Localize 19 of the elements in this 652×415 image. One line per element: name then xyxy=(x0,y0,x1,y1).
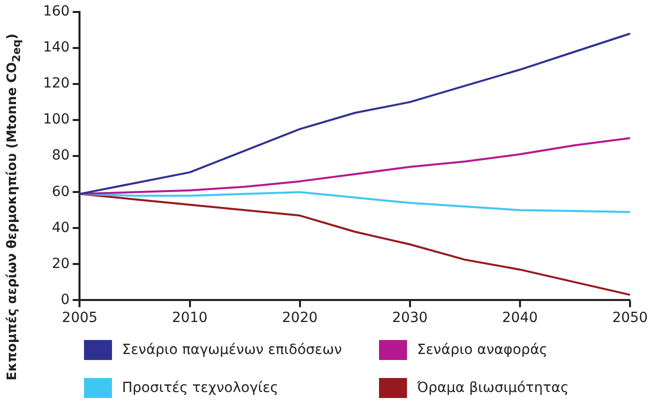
x-tick-label: 2010 xyxy=(172,310,208,326)
x-tick-label: 2050 xyxy=(612,310,648,326)
y-tick-label: 40 xyxy=(52,220,70,236)
y-tick-label: 120 xyxy=(42,76,70,92)
y-tick-label: 20 xyxy=(52,256,70,272)
y-tick-label: 0 xyxy=(60,292,70,308)
y-tick-label: 140 xyxy=(42,40,70,56)
y-tick-label: 160 xyxy=(42,4,70,20)
x-tick-label: 2020 xyxy=(282,310,318,326)
y-tick-label: 80 xyxy=(52,148,70,164)
legend-label: Προσιτές τεχνολογίες xyxy=(122,380,278,396)
y-tick-label: 60 xyxy=(52,184,70,200)
x-tick-label: 2030 xyxy=(392,310,428,326)
legend-label: Όραμα βιωσιμότητας xyxy=(417,380,569,396)
x-tick-label: 2005 xyxy=(62,310,98,326)
y-tick-label: 100 xyxy=(42,112,70,128)
x-tick-label: 2040 xyxy=(502,310,538,326)
legend-label: Σενάριο παγωμένων επιδόσεων xyxy=(122,342,342,358)
legend-label: Σενάριο αναφοράς xyxy=(417,342,548,358)
